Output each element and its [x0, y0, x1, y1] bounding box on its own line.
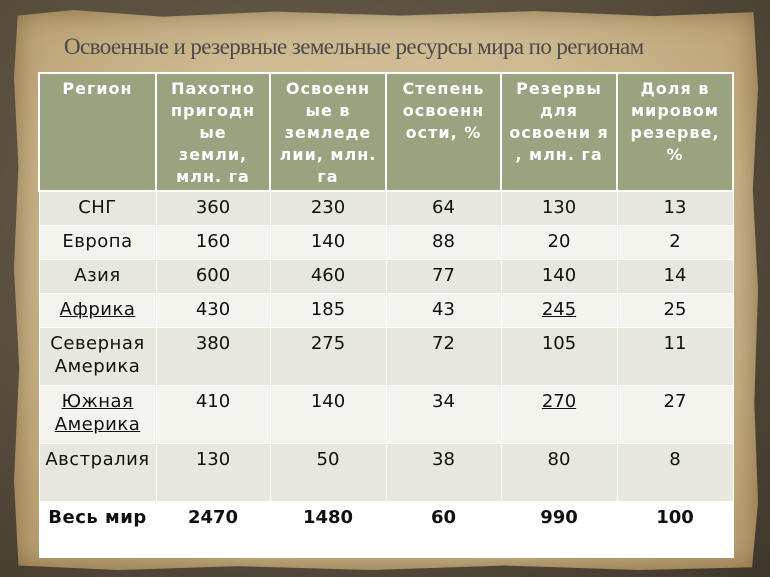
cell-region: Австралия [38, 442, 157, 502]
cell-total-degree: 60 [385, 500, 502, 558]
cell-arable: 430 [155, 292, 271, 328]
cell-share: 11 [616, 326, 734, 386]
cell-total-region: Весь мир [38, 500, 157, 558]
cell-region-link[interactable]: Южная Америка [38, 384, 157, 444]
cell-total-share: 100 [616, 500, 734, 558]
cell-degree: 34 [385, 384, 502, 444]
cell-developed: 275 [269, 326, 387, 386]
cell-degree: 64 [385, 190, 502, 226]
cell-developed: 140 [269, 224, 387, 260]
header-row: Регион Пахотно пригодн ые земли, млн. га… [38, 72, 734, 192]
cell-total-arable: 2470 [155, 500, 271, 558]
page-title: Освоенные и резервные земельные ресурсы … [64, 34, 644, 59]
cell-total-reserves: 990 [500, 500, 618, 558]
cell-developed: 185 [269, 292, 387, 328]
cell-share: 14 [616, 258, 734, 294]
cell-reserves: 80 [500, 442, 618, 502]
cell-reserves: 140 [500, 258, 618, 294]
cell-reserves: 130 [500, 190, 618, 226]
cell-total-developed: 1480 [269, 500, 387, 558]
cell-degree: 88 [385, 224, 502, 260]
cell-share: 13 [616, 190, 734, 226]
cell-degree: 43 [385, 292, 502, 328]
table-row: Африка 430 185 43 245 25 [38, 292, 734, 328]
cell-arable: 380 [155, 326, 271, 386]
header-share: Доля в мировом резерве, % [616, 72, 734, 192]
header-reserves: Резервы для освоени я , млн. га [500, 72, 618, 192]
cell-share: 25 [616, 292, 734, 328]
cell-share: 27 [616, 384, 734, 444]
land-resources-table: Регион Пахотно пригодн ые земли, млн. га… [38, 72, 734, 558]
total-row: Весь мир 2470 1480 60 990 100 [38, 500, 734, 558]
cell-share: 2 [616, 224, 734, 260]
cell-reserves-link[interactable]: 245 [500, 292, 618, 328]
cell-region: СНГ [38, 190, 157, 226]
table-row: Северная Америка 380 275 72 105 11 [38, 326, 734, 386]
cell-developed: 140 [269, 384, 387, 444]
header-region: Регион [38, 72, 157, 192]
cell-reserves: 105 [500, 326, 618, 386]
cell-degree: 38 [385, 442, 502, 502]
cell-arable: 130 [155, 442, 271, 502]
cell-arable: 160 [155, 224, 271, 260]
cell-region: Европа [38, 224, 157, 260]
cell-degree: 77 [385, 258, 502, 294]
cell-share: 8 [616, 442, 734, 502]
table-row: СНГ 360 230 64 130 13 [38, 190, 734, 226]
header-arable: Пахотно пригодн ые земли, млн. га [155, 72, 271, 192]
cell-arable: 410 [155, 384, 271, 444]
cell-region-link[interactable]: Африка [38, 292, 157, 328]
cell-reserves: 20 [500, 224, 618, 260]
table-row: Азия 600 460 77 140 14 [38, 258, 734, 294]
cell-degree: 72 [385, 326, 502, 386]
header-developed: Освоенн ые в земледе лии, млн. га [269, 72, 387, 192]
cell-developed: 230 [269, 190, 387, 226]
header-degree: Степень освоенн ости, % [385, 72, 502, 192]
cell-arable: 360 [155, 190, 271, 226]
cell-arable: 600 [155, 258, 271, 294]
cell-reserves-link[interactable]: 270 [500, 384, 618, 444]
cell-developed: 50 [269, 442, 387, 502]
cell-region: Азия [38, 258, 157, 294]
table-row: Австралия 130 50 38 80 8 [38, 442, 734, 502]
cell-region: Северная Америка [38, 326, 157, 386]
table-row: Южная Америка 410 140 34 270 27 [38, 384, 734, 444]
cell-developed: 460 [269, 258, 387, 294]
table-row: Европа 160 140 88 20 2 [38, 224, 734, 260]
